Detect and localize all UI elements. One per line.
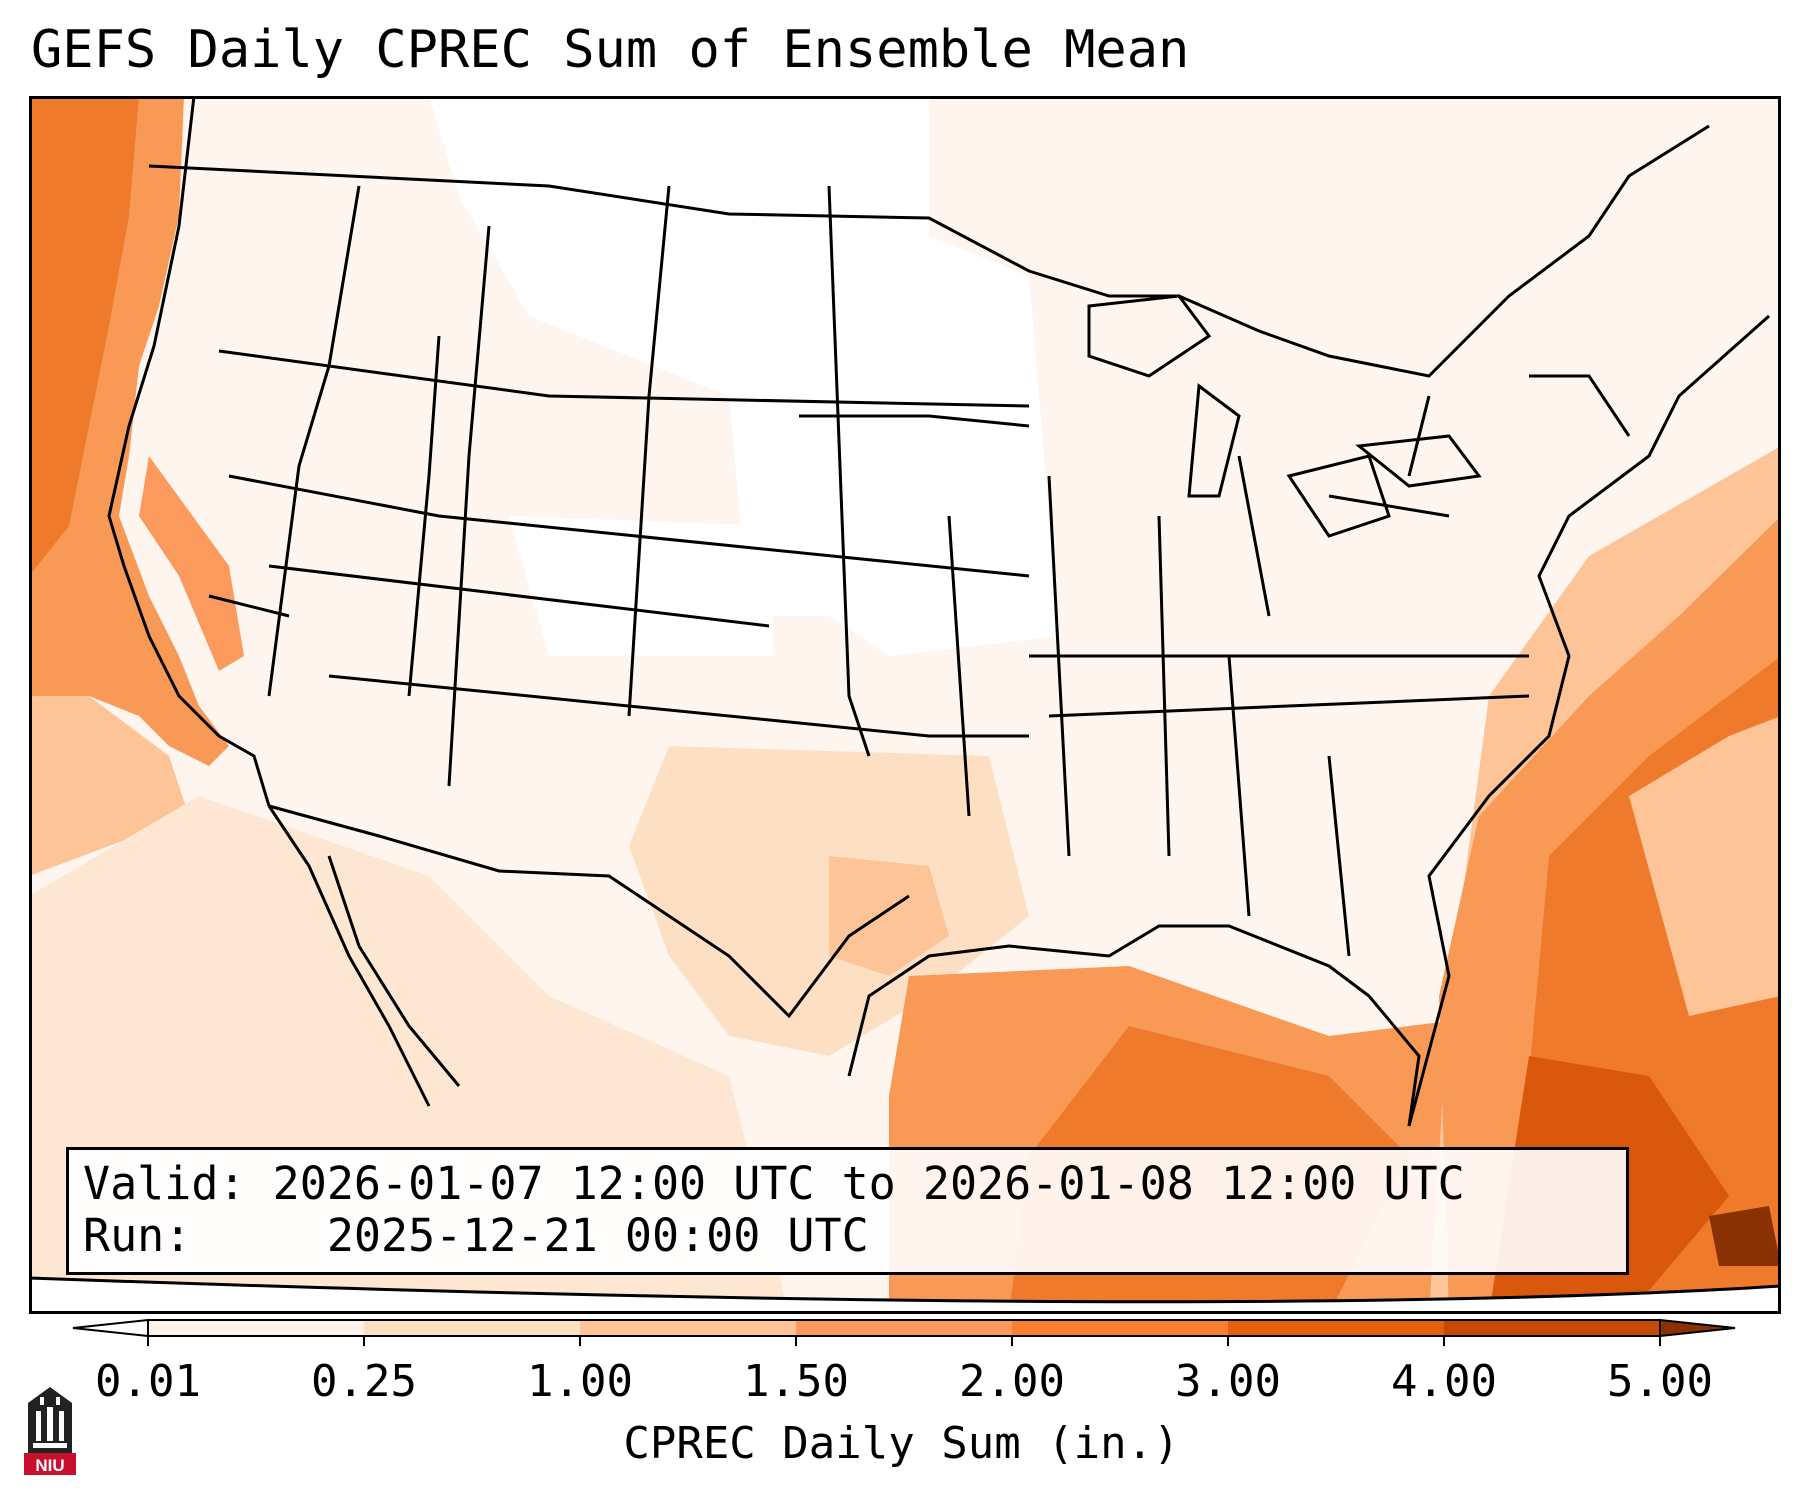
colorbar-tick-label: 5.00 [1607,1356,1713,1407]
east-coast [1407,314,1770,1127]
colorbar-frame [147,1319,1661,1337]
colorbar-tick-label: 1.50 [743,1356,849,1407]
valid-run-box: Valid: 2026-01-07 12:00 UTC to 2026-01-0… [66,1147,1629,1275]
colorbar-segment [148,1320,365,1336]
dry-region [429,96,1059,656]
colorbar [72,1318,1736,1346]
run-row: Run: 2025-12-21 00:00 UTC [83,1210,1612,1262]
baja-coast [267,805,431,1107]
colorbar-segment [796,1320,1013,1336]
logo-text: NIU [35,1456,64,1475]
colorbar-tick-label: 1.00 [527,1356,633,1407]
colorbar-segment [1228,1320,1445,1336]
valid-row: Valid: 2026-01-07 12:00 UTC to 2026-01-0… [83,1158,1612,1210]
canada-border [148,124,1710,378]
great-lakes [1087,294,1212,378]
west-coast [107,96,271,807]
colorbar-segment [364,1320,581,1336]
precipitation-map [29,96,1781,1314]
run-value: 2025-12-21 00:00 UTC [326,1209,869,1262]
colorbar-segment [1444,1320,1661,1336]
colorbar-label: CPREC Daily Sum (in.) [623,1418,1180,1469]
map-frame [29,96,1781,1304]
niu-logo: NIU [24,1387,76,1475]
gulf-coast [847,924,1421,1127]
colorbar-tick-label: 0.01 [95,1356,201,1407]
colorbar-segment [580,1320,797,1336]
valid-label: Valid: [83,1157,246,1210]
valid-value: 2026-01-07 12:00 UTC to 2026-01-08 12:00… [272,1157,1465,1210]
colorbar-tick-label: 3.00 [1175,1356,1281,1407]
colorbar-extend-low [72,1318,149,1338]
map-title: GEFS Daily CPREC Sum of Ensemble Mean [31,20,1190,80]
colorbar-tick-label: 0.25 [311,1356,417,1407]
mexico-border [268,804,910,1019]
colorbar-tick-label: 2.00 [959,1356,1065,1407]
colorbar-tick-label: 4.00 [1391,1356,1497,1407]
run-label: Run: [83,1209,192,1262]
colorbar-segment [1012,1320,1229,1336]
colorbar-extend-high [1659,1318,1736,1338]
